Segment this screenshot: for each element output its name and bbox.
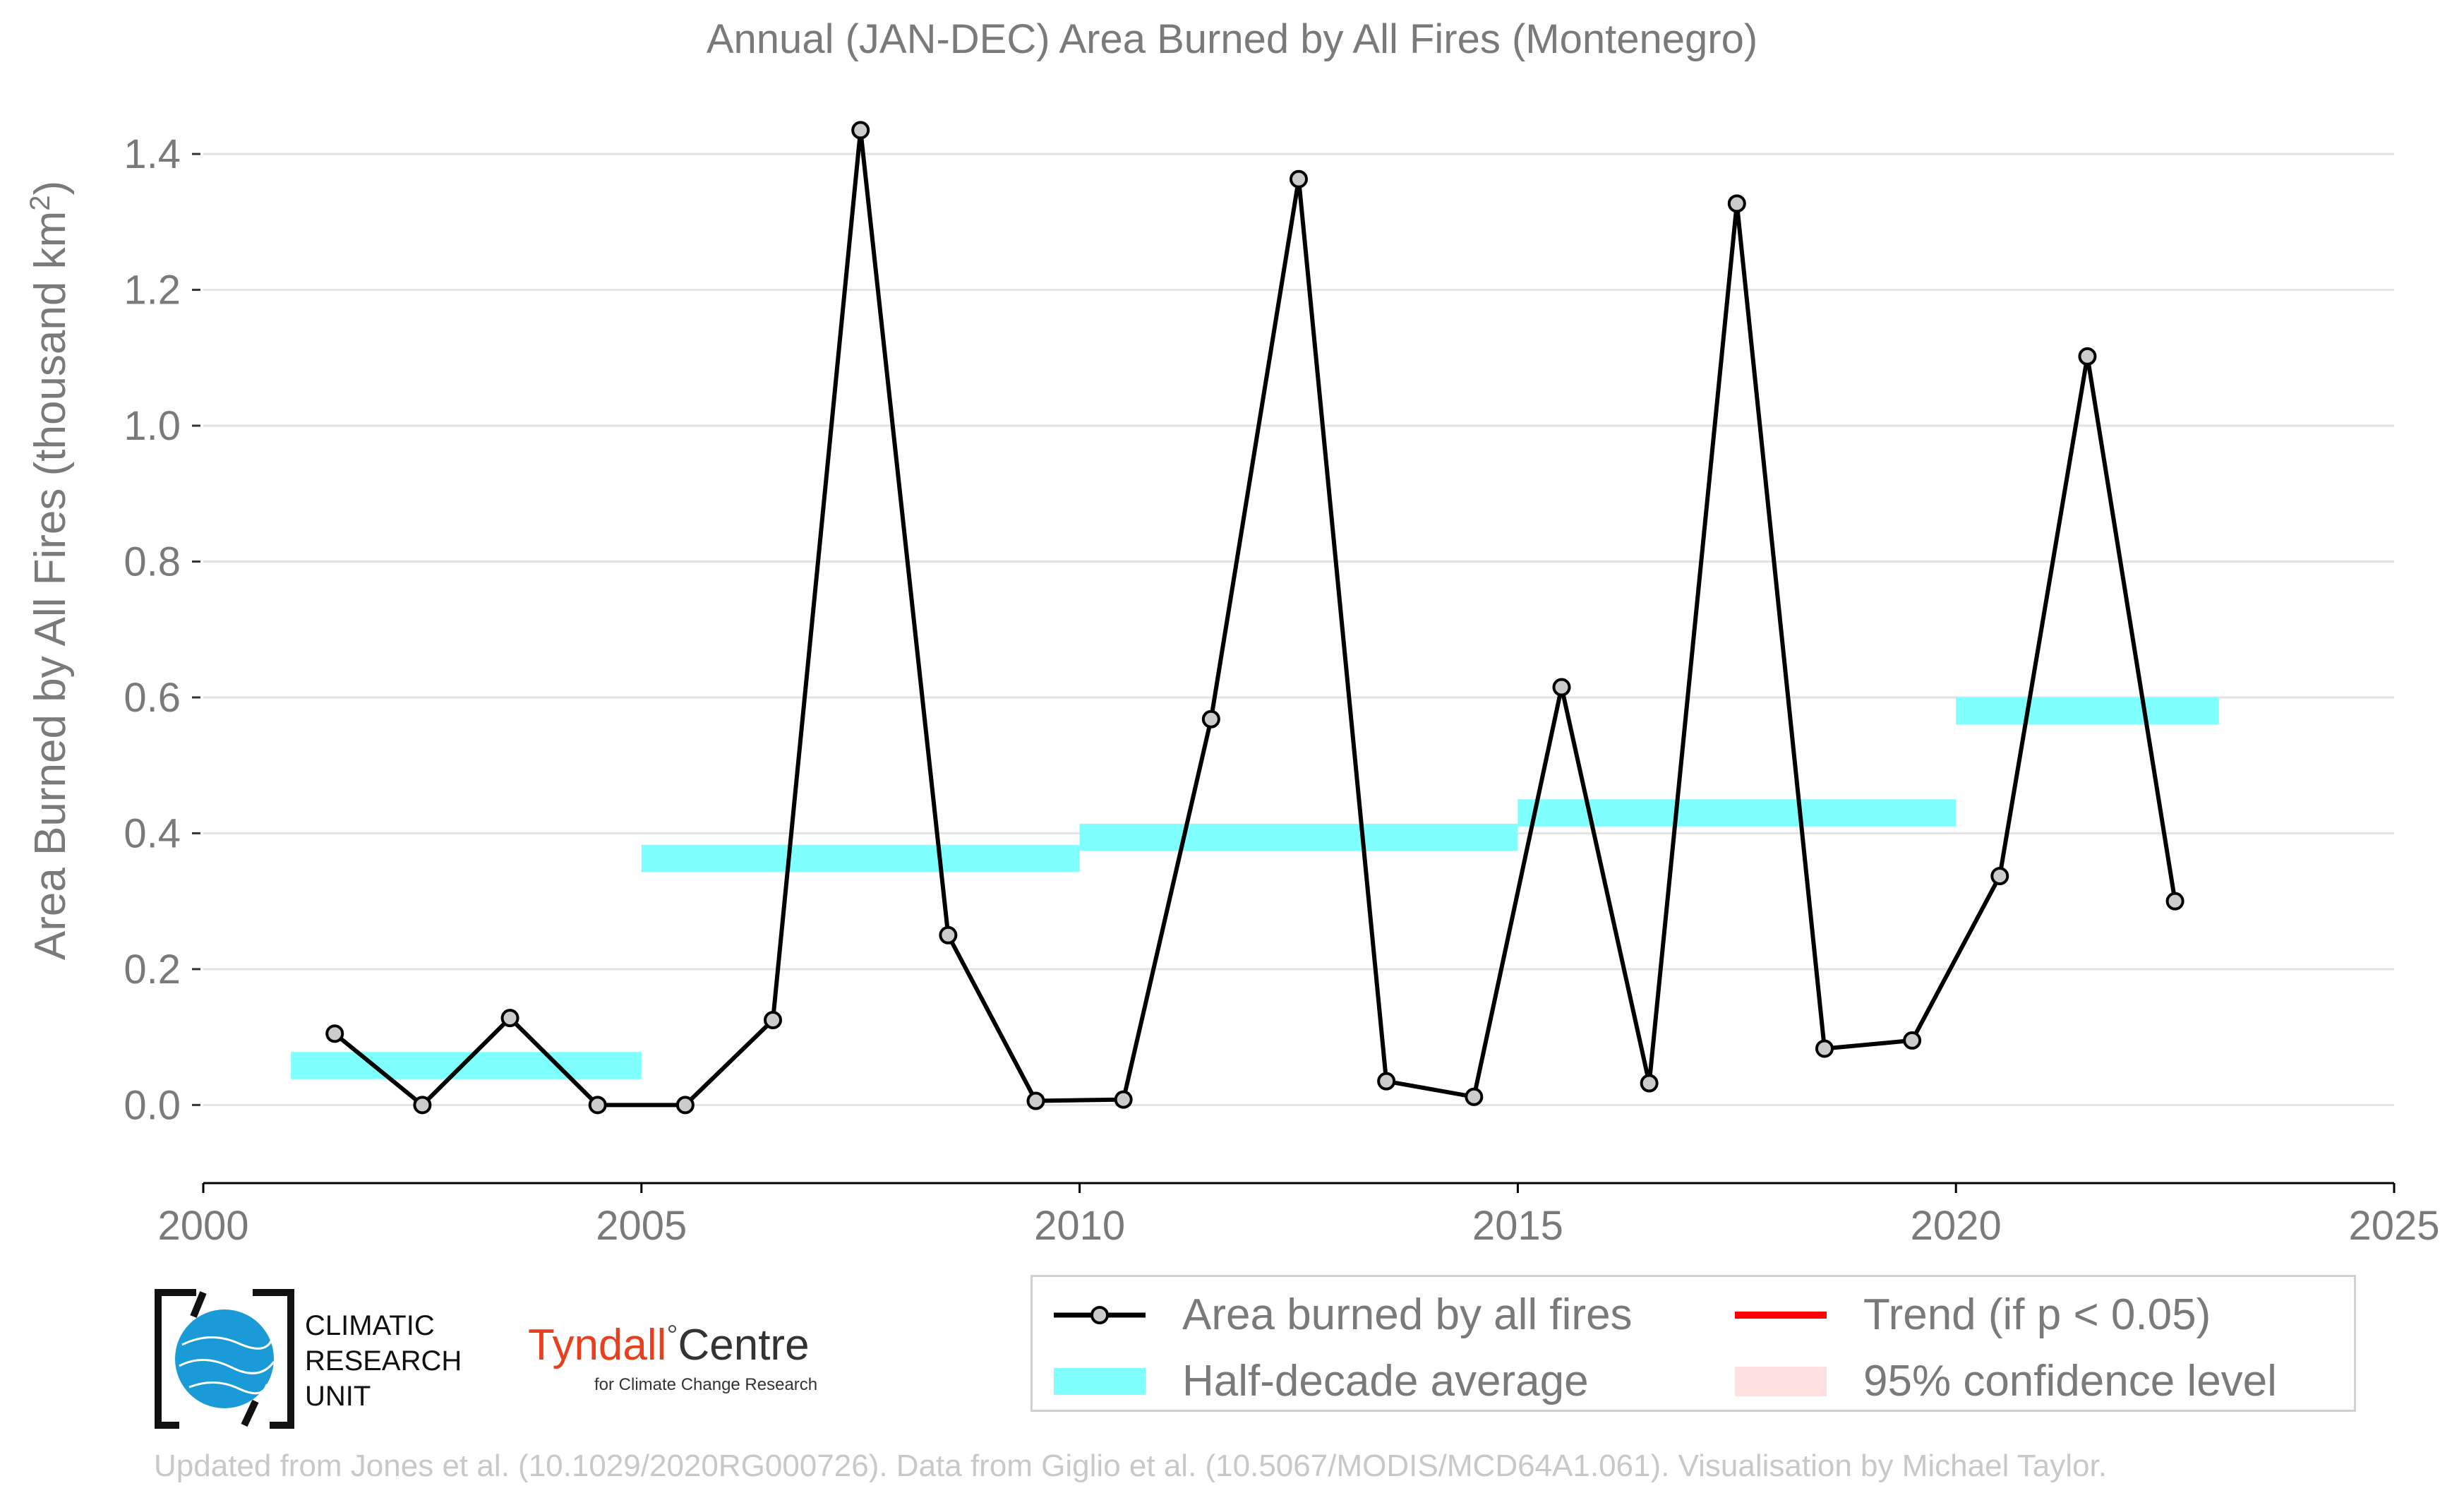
legend-key-band-cyan: [1054, 1367, 1146, 1395]
half-decade-bands: [291, 697, 2219, 1079]
data-point-2001.5: [325, 1024, 344, 1043]
x-tick-label-0: 2000: [157, 1203, 248, 1242]
x-tick-label-3: 2015: [1472, 1203, 1563, 1242]
tyndall-name-dark: Centre: [678, 1321, 810, 1369]
gridlines: [203, 152, 2394, 1106]
data-point-2003.5: [500, 1009, 519, 1028]
data-point-2017.5: [1727, 194, 1746, 213]
cru-line-3: UNIT: [305, 1381, 371, 1412]
tyndall-logo: Tyndall°Centre for Climate Change Resear…: [528, 1320, 817, 1394]
data-point-2012.5: [1290, 169, 1308, 188]
data-point-2015.5: [1552, 678, 1571, 697]
data-point-2021.5: [2078, 347, 2097, 366]
line-chart: 0.0 0.2 0.4 0.6 0.8 1.0 1.2 1.4 2000 2005 2010 2015…: [25, 121, 2440, 1242]
y-axis-label-sup: 2: [25, 196, 56, 211]
half-decade-band-2: [1079, 823, 1518, 851]
legend-item-half-decade: Half-decade average: [1054, 1356, 1589, 1406]
data-point-2008.5: [939, 925, 958, 945]
x-tick-label-2: 2010: [1034, 1203, 1125, 1242]
legend-key-band-pink: [1735, 1366, 1827, 1396]
y-tick-label-0: 0.0: [124, 1082, 181, 1128]
cru-text: CLIMATIC RESEARCH UNIT: [305, 1308, 462, 1414]
data-point-2014.5: [1465, 1087, 1484, 1106]
half-decade-band-4: [1956, 697, 2219, 725]
legend-key-trend-line: [1735, 1311, 1827, 1319]
x-tick-label-5: 2025: [2348, 1203, 2439, 1242]
data-point-2007.5: [851, 121, 870, 140]
cru-line-2: RESEARCH: [305, 1345, 462, 1377]
data-point-2010.5: [1114, 1090, 1133, 1109]
data-point-2019.5: [1903, 1031, 1922, 1050]
series-polyline-0: [333, 128, 2177, 1108]
legend-label-trend: Trend (if p < 0.05): [1863, 1290, 2211, 1339]
series-line: [325, 121, 2184, 1115]
y-axis-label-end: ): [26, 181, 75, 196]
axes: 0.0 0.2 0.4 0.6 0.8 1.0 1.2 1.4 2000 2005 2010 2015…: [124, 131, 2439, 1242]
half-decade-band-0: [291, 1052, 642, 1079]
x-tick-label-1: 2005: [596, 1203, 687, 1242]
data-point-2006.5: [764, 1011, 783, 1030]
data-point-2009.5: [1026, 1091, 1045, 1110]
legend-label-half-decade: Half-decade average: [1182, 1357, 1589, 1405]
legend-item-area-burned: Area burned by all fires: [1054, 1290, 1633, 1340]
cru-logo: CLIMATIC RESEARCH UNIT: [154, 1288, 620, 1429]
tyndall-degree: °: [666, 1320, 678, 1351]
legend-item-trend: Trend (if p < 0.05): [1735, 1290, 2211, 1340]
cru-globe-icon: [155, 1289, 294, 1429]
data-point-2013.5: [1377, 1072, 1396, 1091]
legend-label-confidence: 95% confidence level: [1863, 1357, 2277, 1405]
data-point-2018.5: [1815, 1039, 1834, 1058]
legend-label-area-burned: Area burned by all fires: [1182, 1290, 1633, 1339]
data-point-2005.5: [675, 1096, 695, 1115]
y-axis-label-main: Area Burned by All Fires (thousand km: [26, 211, 75, 960]
legend: Area burned by all fires Trend (if p < 0…: [1030, 1275, 2356, 1412]
tyndall-subtitle: for Climate Change Research: [594, 1375, 818, 1394]
half-decade-band-1: [641, 844, 1080, 873]
data-point-2002.5: [413, 1096, 432, 1115]
data-point-2022.5: [2165, 892, 2184, 911]
y-tick-label-1: 0.2: [124, 947, 181, 993]
data-point-2020.5: [1990, 867, 2009, 886]
y-tick-label-5: 1.0: [124, 403, 181, 449]
footer-credits: Updated from Jones et al. (10.1029/2020R…: [154, 1449, 2107, 1483]
y-tick-label-2: 0.4: [124, 810, 181, 856]
data-point-2016.5: [1640, 1074, 1659, 1093]
data-point-2004.5: [588, 1096, 607, 1115]
y-tick-label-7: 1.4: [124, 131, 181, 177]
legend-item-confidence: 95% confidence level: [1735, 1356, 2277, 1406]
x-tick-label-4: 2020: [1911, 1203, 2002, 1242]
cru-line-1: CLIMATIC: [305, 1310, 435, 1341]
tyndall-name-red: Tyndall: [528, 1321, 667, 1369]
y-tick-label-6: 1.2: [124, 268, 181, 313]
y-tick-label-4: 0.8: [124, 539, 181, 584]
half-decade-band-3: [1518, 799, 1957, 827]
y-axis-label: Area Burned by All Fires (thousand km2): [25, 181, 75, 960]
legend-key-line-marker: [1054, 1305, 1146, 1324]
chart-title: Annual (JAN-DEC) Area Burned by All Fire…: [706, 16, 1758, 62]
y-tick-label-3: 0.6: [124, 675, 181, 721]
data-point-2011.5: [1201, 709, 1220, 728]
